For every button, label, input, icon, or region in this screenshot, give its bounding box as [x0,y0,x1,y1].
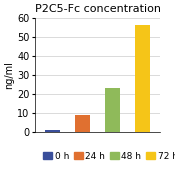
Bar [105,88,120,132]
Legend: 0 h, 24 h, 48 h, 72 h: 0 h, 24 h, 48 h, 72 h [39,148,175,164]
Y-axis label: ng/ml: ng/ml [4,61,14,89]
Bar [45,130,60,132]
Text: P2C5-Fc concentration: P2C5-Fc concentration [35,4,161,14]
Bar [75,115,90,132]
Bar [135,25,150,132]
